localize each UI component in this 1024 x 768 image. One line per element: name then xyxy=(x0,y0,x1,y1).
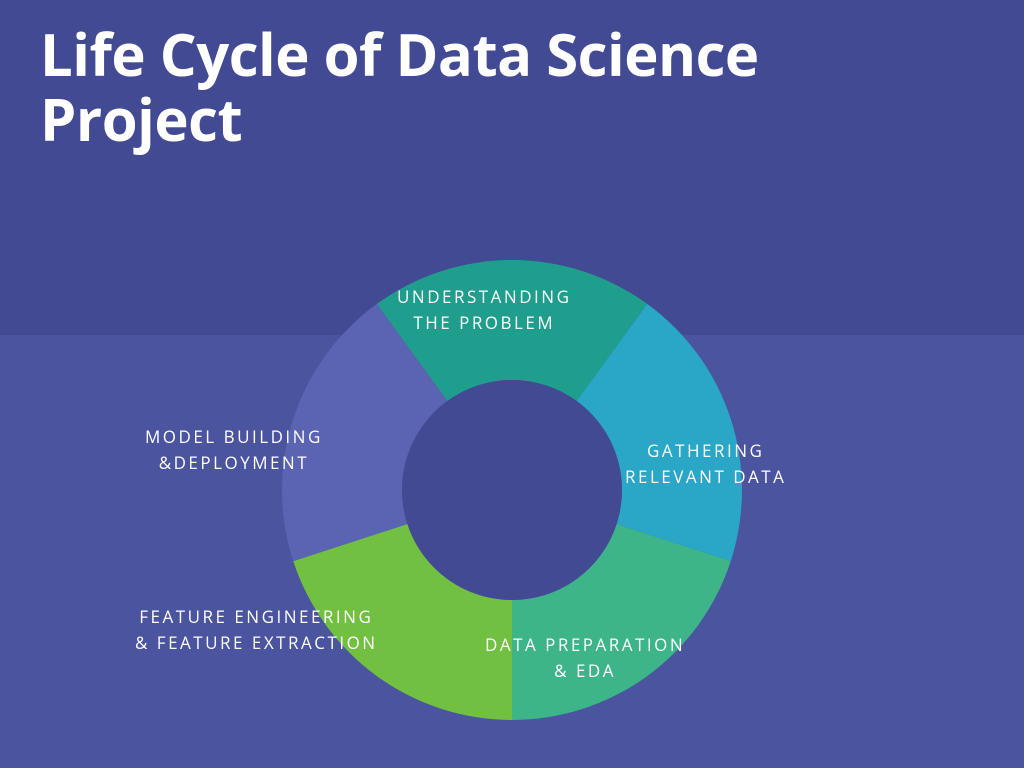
segment-label-feature: FEATURE ENGINEERING & FEATURE EXTRACTION xyxy=(135,604,378,657)
donut-hole xyxy=(402,380,622,600)
segment-label-model: MODEL BUILDING &DEPLOYMENT xyxy=(145,424,323,477)
segment-label-gathering: GATHERING RELEVANT DATA xyxy=(625,438,786,491)
page-title: Life Cycle of Data Science Project xyxy=(40,22,759,152)
segment-label-preparation: DATA PREPARATION & EDA xyxy=(485,632,685,685)
segment-label-understanding: UNDERSTANDING THE PROBLEM xyxy=(397,284,571,337)
